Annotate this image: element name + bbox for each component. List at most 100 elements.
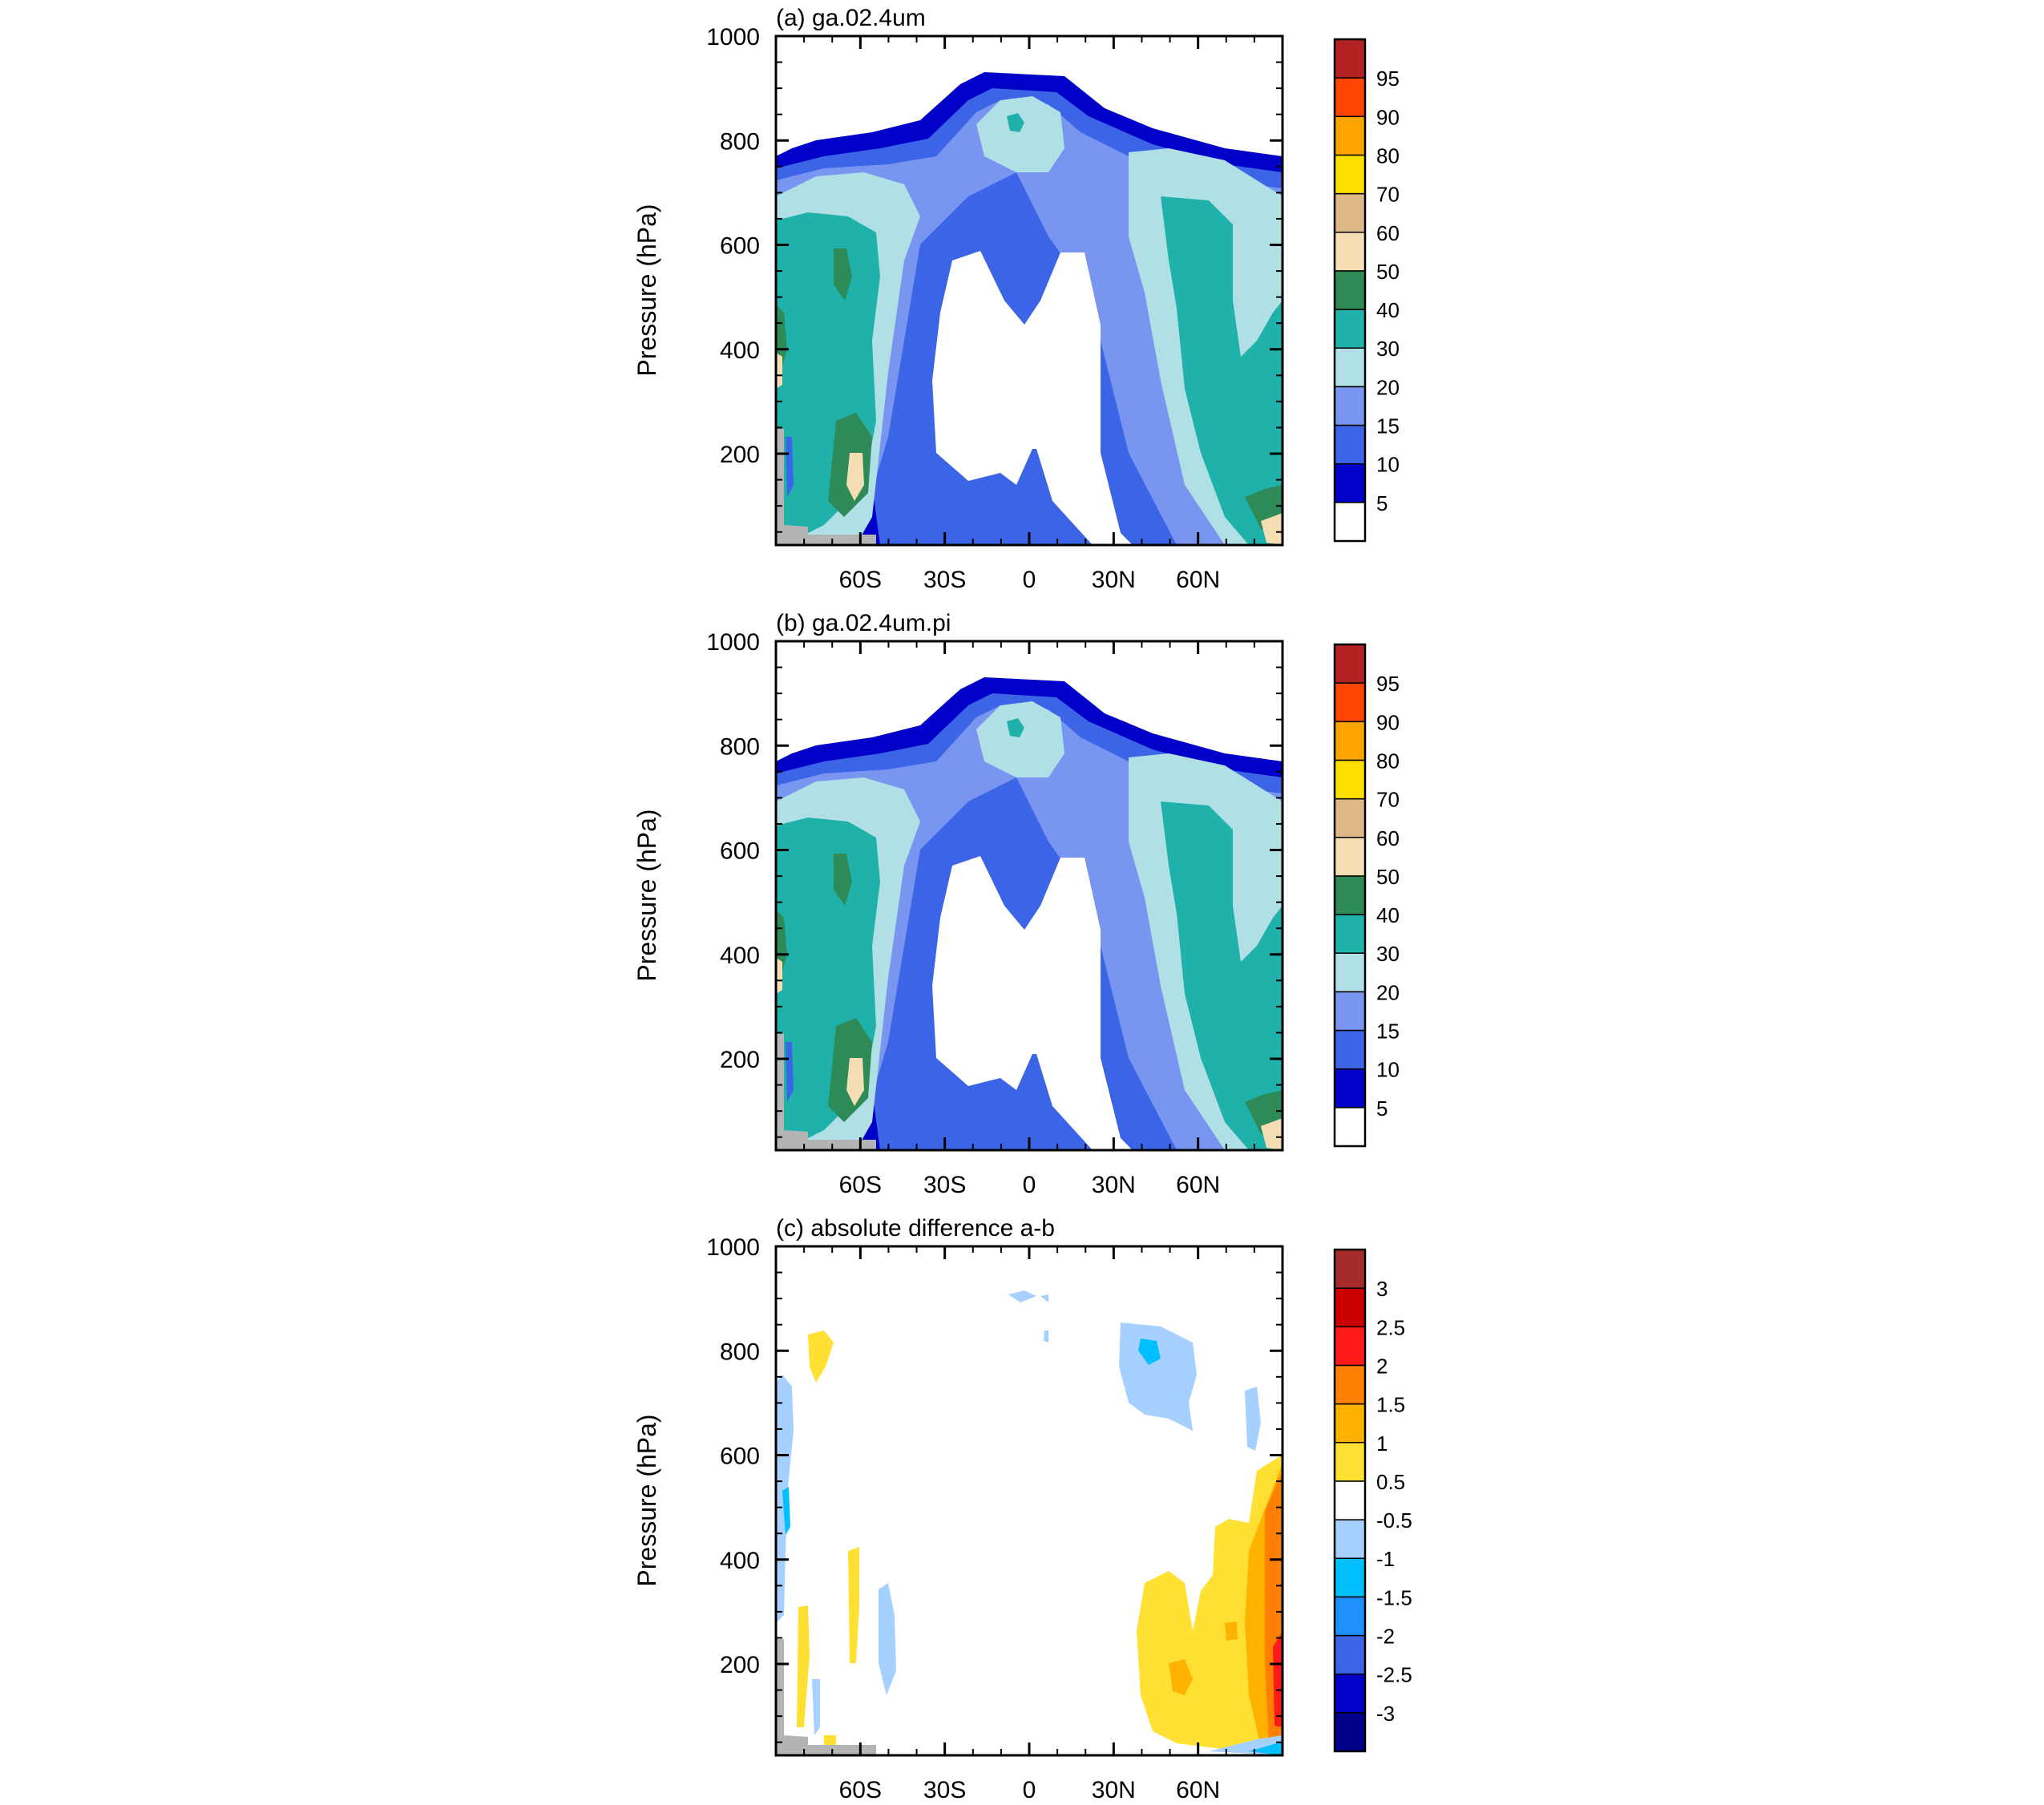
colorbar-label: -3 [1376,1702,1395,1726]
colorbar-box [1334,232,1366,272]
y-tick-label: 200 [720,1047,760,1073]
colorbar-box [1334,1557,1366,1598]
colorbar-label: 2 [1376,1354,1388,1378]
y-tick-label: 600 [720,1444,760,1470]
colorbar-label: 90 [1376,710,1400,734]
panel-a-title: (a) ga.02.4um [776,5,926,31]
y-tick-label: 600 [720,233,760,260]
panel-c-colorbar: 3 2.5 2 1.5 1 0.5 -0.5 -1 -1.5 -2 -2.5 -3 [1333,1248,1412,1753]
panel-c-title: (c) absolute difference a-b [776,1215,1055,1242]
colorbar-label: 15 [1376,414,1400,438]
colorbar-box [1334,1442,1366,1482]
x-tick-label: 30N [1092,1777,1136,1803]
x-tick-label: 60S [839,1777,882,1803]
panel-b-ylabel: Pressure (hPa) [632,809,661,981]
panel-b: (b) ga.02.4um.pi 200 400 600 800 1000 60S 30S 0… [632,610,1400,1198]
colorbar-label: 40 [1376,298,1400,322]
colorbar-box [1334,1634,1366,1675]
panel-c-field [776,1246,1283,1755]
colorbar-label: 80 [1376,749,1400,773]
x-tick-label: 30N [1092,1172,1136,1198]
x-tick-label: 0 [1023,567,1036,593]
colorbar-label: 30 [1376,337,1400,361]
colorbar-label: 95 [1376,672,1400,696]
colorbar-box [1334,875,1366,915]
colorbar-box [1334,38,1366,79]
colorbar-box [1334,1287,1366,1328]
colorbar-label: 3 [1376,1277,1388,1301]
colorbar-label: 0.5 [1376,1470,1405,1494]
y-tick-label: 800 [720,128,760,155]
panel-b-field [776,641,1283,1150]
colorbar-box [1334,1673,1366,1714]
colorbar-label: 90 [1376,105,1400,129]
panel-c: (c) absolute difference a-b [632,1215,1412,1803]
y-tick-label: 1000 [706,24,760,50]
colorbar-label: 95 [1376,67,1400,91]
x-tick-label: 0 [1023,1777,1036,1803]
colorbar-label: 5 [1376,491,1388,515]
x-tick-label: 60N [1176,567,1220,593]
colorbar-box [1334,721,1366,761]
colorbar-frame [1333,1248,1367,1753]
colorbar-label: -0.5 [1376,1508,1412,1532]
panel-a-colorbar: 5 10 15 20 30 40 50 60 70 80 90 95 [1333,38,1400,543]
colorbar-label: 2.5 [1376,1315,1405,1339]
colorbar-label: 15 [1376,1020,1400,1044]
panel-a: (a) ga.02.4um 200 400 600 800 1000 60S 30S 0 30N… [632,5,1400,593]
panel-b-axes: 200 400 600 800 1000 60S 30S 0 30N 60N [706,629,1283,1198]
panel-a-field [776,36,1283,545]
colorbar-label: 5 [1376,1096,1388,1121]
x-tick-label: 60S [839,1172,882,1198]
colorbar-box [1334,1068,1366,1108]
x-tick-label: 30S [923,567,966,593]
x-tick-label: 60N [1176,1172,1220,1198]
colorbar-box [1334,386,1366,426]
colorbar-label: 1 [1376,1431,1388,1456]
colorbar-label: 60 [1376,826,1400,850]
colorbar-label: 60 [1376,221,1400,245]
colorbar-label: 70 [1376,183,1400,207]
colorbar-box [1334,1712,1366,1752]
panel-c-ylabel: Pressure (hPa) [632,1414,661,1586]
colorbar-label: 50 [1376,260,1400,284]
x-tick-label: 30N [1092,567,1136,593]
colorbar-box [1334,837,1366,877]
y-tick-label: 600 [720,838,760,865]
colorbar-box [1334,1519,1366,1559]
colorbar-label: 10 [1376,453,1400,477]
colorbar-box [1334,309,1366,349]
colorbar-label: -1 [1376,1547,1395,1571]
panel-b-colorbar: 5 10 15 20 30 40 50 60 70 80 90 95 [1333,643,1400,1148]
y-tick-label: 800 [720,733,760,760]
colorbar-label: 30 [1376,942,1400,966]
colorbar-frame [1333,643,1367,1148]
x-tick-label: 30S [923,1172,966,1198]
colorbar-label: 20 [1376,375,1400,399]
panel-c-axes: 200 400 600 800 1000 60S 30S 0 30N 60N [706,1234,1283,1803]
colorbar-box [1334,462,1366,503]
y-tick-label: 400 [720,337,760,364]
colorbar-label: 20 [1376,980,1400,1004]
panel-a-axes: 200 400 600 800 1000 60S 30S 0 30N 60N [706,24,1283,593]
colorbar-box [1334,154,1366,195]
y-tick-label: 400 [720,943,760,969]
colorbar-box [1334,115,1366,156]
colorbar-label: -2.5 [1376,1663,1412,1687]
y-tick-label: 400 [720,1548,760,1574]
colorbar-box [1334,952,1366,993]
colorbar-label: -2 [1376,1625,1395,1649]
y-tick-label: 1000 [706,629,760,656]
y-tick-label: 200 [720,442,760,468]
colorbar-box [1334,991,1366,1032]
colorbar-box [1334,1480,1366,1520]
panel-b-title: (b) ga.02.4um.pi [776,610,951,636]
colorbar-box [1334,502,1366,542]
colorbar-label: 1.5 [1376,1393,1405,1417]
colorbar-box [1334,1249,1366,1289]
y-tick-label: 800 [720,1339,760,1365]
colorbar-box [1334,682,1366,723]
colorbar-box [1334,1403,1366,1444]
colorbar-box [1334,759,1366,800]
